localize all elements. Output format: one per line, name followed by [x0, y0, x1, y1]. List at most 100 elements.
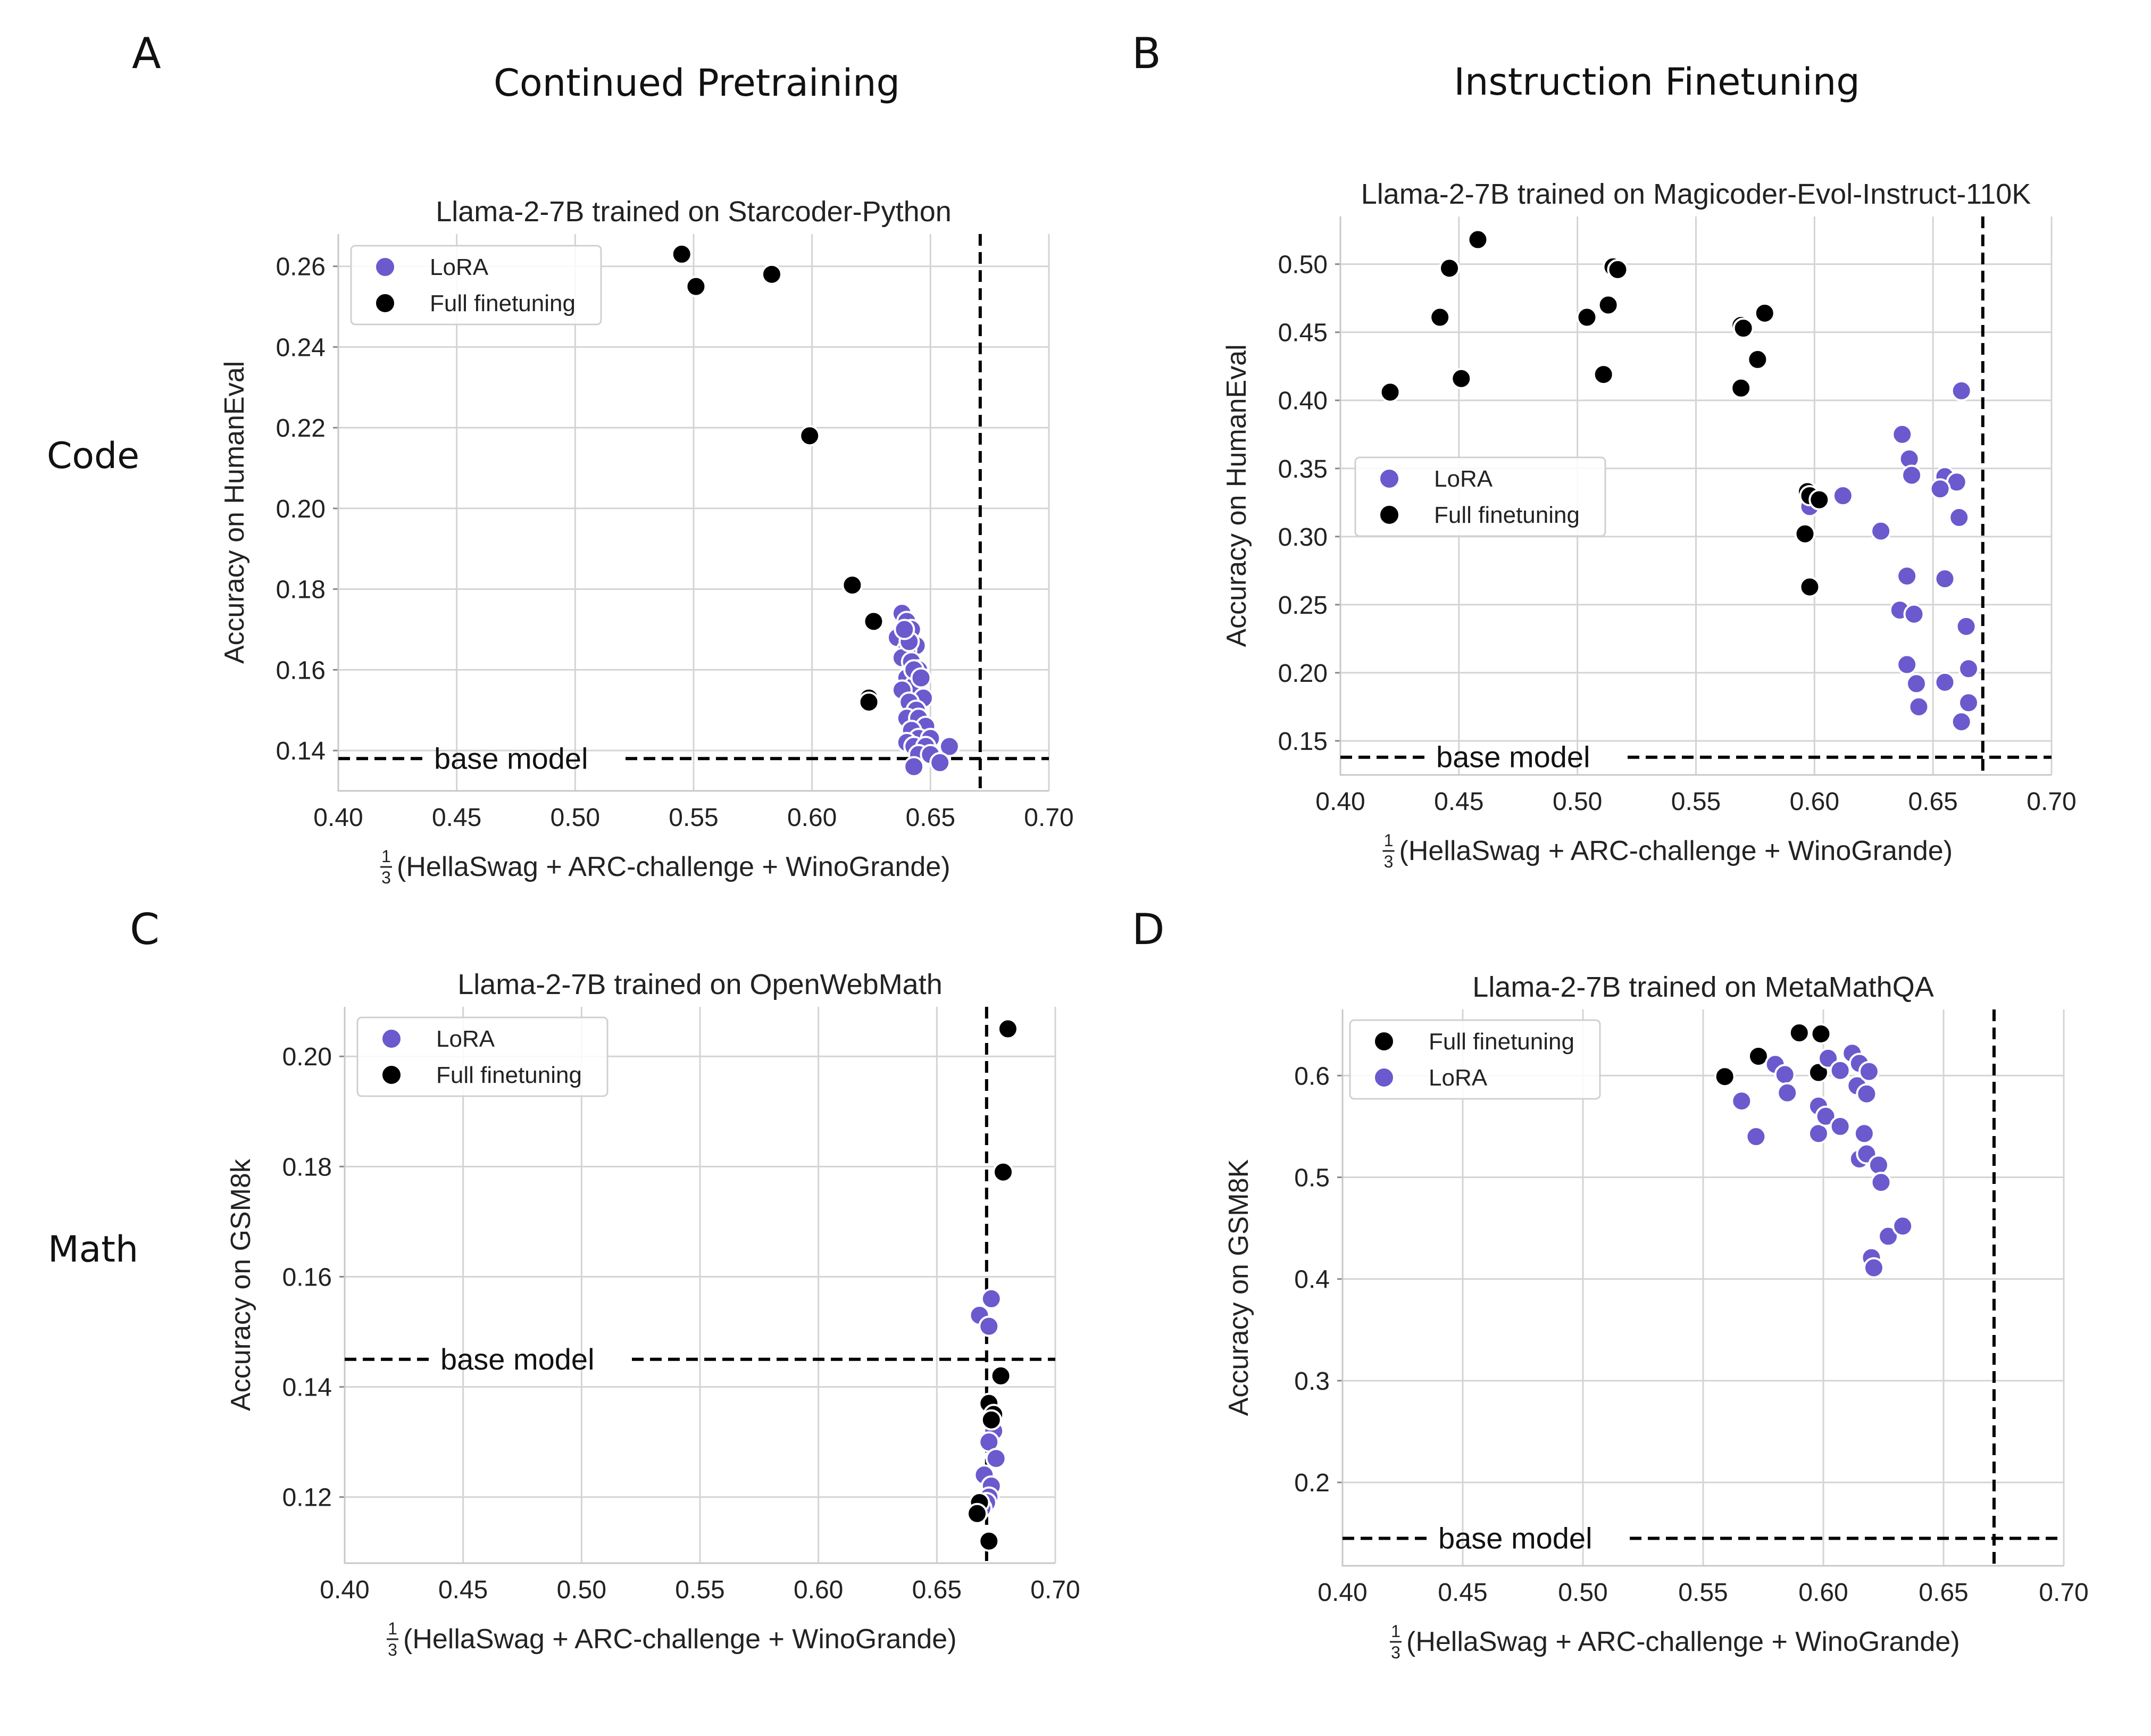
base-model-label: base model — [440, 1342, 595, 1376]
x-tick-label: 0.70 — [1030, 1576, 1080, 1604]
y-tick-label: 0.4 — [1294, 1266, 1330, 1294]
x-axis-label: (HellaSwag + ARC-challenge + WinoGrande) — [397, 852, 951, 882]
legend-marker — [1373, 1030, 1395, 1053]
lora-point — [980, 1288, 1002, 1309]
full-finetuning-point — [1467, 229, 1489, 251]
x-tick-label: 0.60 — [1798, 1579, 1848, 1607]
base-model-label: base model — [1436, 740, 1590, 774]
lora-point — [1745, 1126, 1767, 1148]
y-tick-label: 0.45 — [1278, 319, 1328, 347]
y-tick-label: 0.16 — [282, 1263, 332, 1291]
lora-point — [1856, 1083, 1878, 1105]
lora-point — [1777, 1082, 1798, 1104]
full-finetuning-point — [1754, 302, 1775, 324]
lora-point — [1731, 1090, 1753, 1112]
full-finetuning-point — [1576, 306, 1598, 328]
y-tick-label: 0.25 — [1278, 591, 1328, 620]
x-axis-label: (HellaSwag + ARC-challenge + WinoGrande) — [1406, 1626, 1960, 1657]
y-tick-label: 0.20 — [1278, 660, 1328, 688]
column-title-instruction-finetuning: Instruction Finetuning — [1454, 60, 1860, 104]
lora-point — [938, 736, 960, 757]
lora-point — [1870, 520, 1892, 542]
x-axis-label: (HellaSwag + ARC-challenge + WinoGrande) — [403, 1624, 957, 1655]
lora-point — [1905, 673, 1927, 695]
full-finetuning-point — [1747, 1045, 1769, 1067]
y-tick-label: 0.5 — [1294, 1164, 1330, 1192]
lora-point — [1815, 1105, 1837, 1127]
chart-metamathqa: 0.40 0.45 0.50 0.55 0.60 0.65 0.70 0.2 0.3 0.4 0.5… — [1223, 971, 2089, 1662]
y-tick-label: 0.16 — [276, 656, 326, 685]
y-axis-label: Accuracy on GSM8k — [226, 1158, 256, 1411]
panel-letter-a: A — [132, 29, 161, 78]
x-axis-label-fraction-numerator: 1 — [1384, 831, 1394, 850]
legend-marker — [1378, 468, 1400, 490]
lora-point — [903, 756, 925, 778]
y-tick-label: 0.14 — [282, 1374, 332, 1402]
column-title-continued-pretraining: Continued Pretraining — [494, 61, 900, 105]
x-tick-label: 0.40 — [1315, 788, 1365, 816]
full-finetuning-point — [1429, 306, 1451, 328]
y-tick-label: 0.50 — [1278, 251, 1328, 279]
lora-point — [929, 752, 951, 773]
lora-point — [1867, 1154, 1889, 1176]
full-finetuning-point — [671, 243, 693, 265]
legend-marker — [1373, 1066, 1395, 1089]
lora-point — [1829, 1115, 1851, 1137]
panel-letter-c: C — [130, 905, 160, 954]
lora-point — [1829, 1059, 1851, 1081]
x-axis-label-fraction-numerator: 1 — [388, 1619, 397, 1638]
x-tick-label: 0.50 — [1558, 1579, 1607, 1607]
y-tick-label: 0.30 — [1278, 523, 1328, 552]
legend-label: LoRA — [1434, 466, 1493, 492]
x-tick-label: 0.45 — [438, 1576, 488, 1604]
x-tick-label: 0.60 — [794, 1576, 843, 1604]
full-finetuning-point — [1439, 257, 1461, 279]
legend-marker — [380, 1028, 403, 1050]
full-finetuning-point — [990, 1365, 1012, 1387]
x-axis-label-fraction-numerator: 1 — [1391, 1622, 1400, 1641]
y-tick-label: 0.20 — [276, 495, 326, 523]
chart-openwebmath: 0.40 0.45 0.50 0.55 0.60 0.65 0.70 0.12 0.14 0.16… — [226, 969, 1080, 1659]
y-axis-label: Accuracy on HumanEval — [1221, 344, 1252, 647]
x-tick-label: 0.55 — [675, 1576, 724, 1604]
full-finetuning-point — [841, 574, 863, 596]
x-tick-label: 0.70 — [2039, 1579, 2088, 1607]
y-tick-label: 0.18 — [276, 576, 326, 604]
row-label-math: Math — [48, 1229, 138, 1271]
legend-marker — [374, 256, 396, 278]
x-tick-label: 0.40 — [320, 1576, 369, 1604]
y-axis-label: Accuracy on GSM8K — [1223, 1159, 1254, 1416]
full-finetuning-point — [966, 1503, 988, 1524]
chart-magicoder-evol-instruct: 0.40 0.45 0.50 0.55 0.60 0.65 0.70 0.15 0.20 0.25… — [1221, 178, 2077, 871]
full-finetuning-point — [1607, 258, 1629, 280]
lora-point — [1892, 1215, 1914, 1237]
x-tick-label: 0.50 — [1553, 788, 1602, 816]
axis-spine — [1339, 216, 2052, 776]
y-tick-label: 0.15 — [1278, 728, 1328, 756]
axis-spine — [1341, 1009, 2064, 1567]
panel-letter-d: D — [1132, 905, 1165, 954]
legend-box — [356, 1016, 608, 1097]
x-tick-label: 0.40 — [313, 804, 363, 832]
axis-spine — [337, 234, 1049, 792]
lora-point — [985, 1448, 1007, 1470]
full-finetuning-point — [799, 425, 821, 447]
full-finetuning-point — [978, 1530, 1000, 1552]
lora-point — [1958, 658, 1980, 680]
x-axis-label-fraction-denominator: 3 — [381, 868, 391, 887]
x-tick-label: 0.50 — [551, 804, 600, 832]
x-axis-label: (HellaSwag + ARC-challenge + WinoGrande) — [1399, 836, 1953, 866]
full-finetuning-point — [980, 1409, 1002, 1431]
full-finetuning-point — [993, 1161, 1014, 1183]
axis-spine — [344, 1007, 1055, 1564]
full-finetuning-point — [1597, 294, 1619, 316]
x-tick-label: 0.65 — [1919, 1579, 1968, 1607]
x-axis-label-fraction-denominator: 3 — [1384, 852, 1394, 871]
chart-title: Llama-2-7B trained on Magicoder-Evol-Ins… — [1361, 178, 2031, 210]
lora-point — [1958, 692, 1980, 714]
x-axis-label-fraction-numerator: 1 — [381, 847, 391, 866]
lora-point — [1908, 696, 1930, 717]
y-axis-label: Accuracy on HumanEval — [219, 361, 250, 664]
full-finetuning-point — [1794, 523, 1816, 545]
legend-marker — [374, 292, 396, 314]
